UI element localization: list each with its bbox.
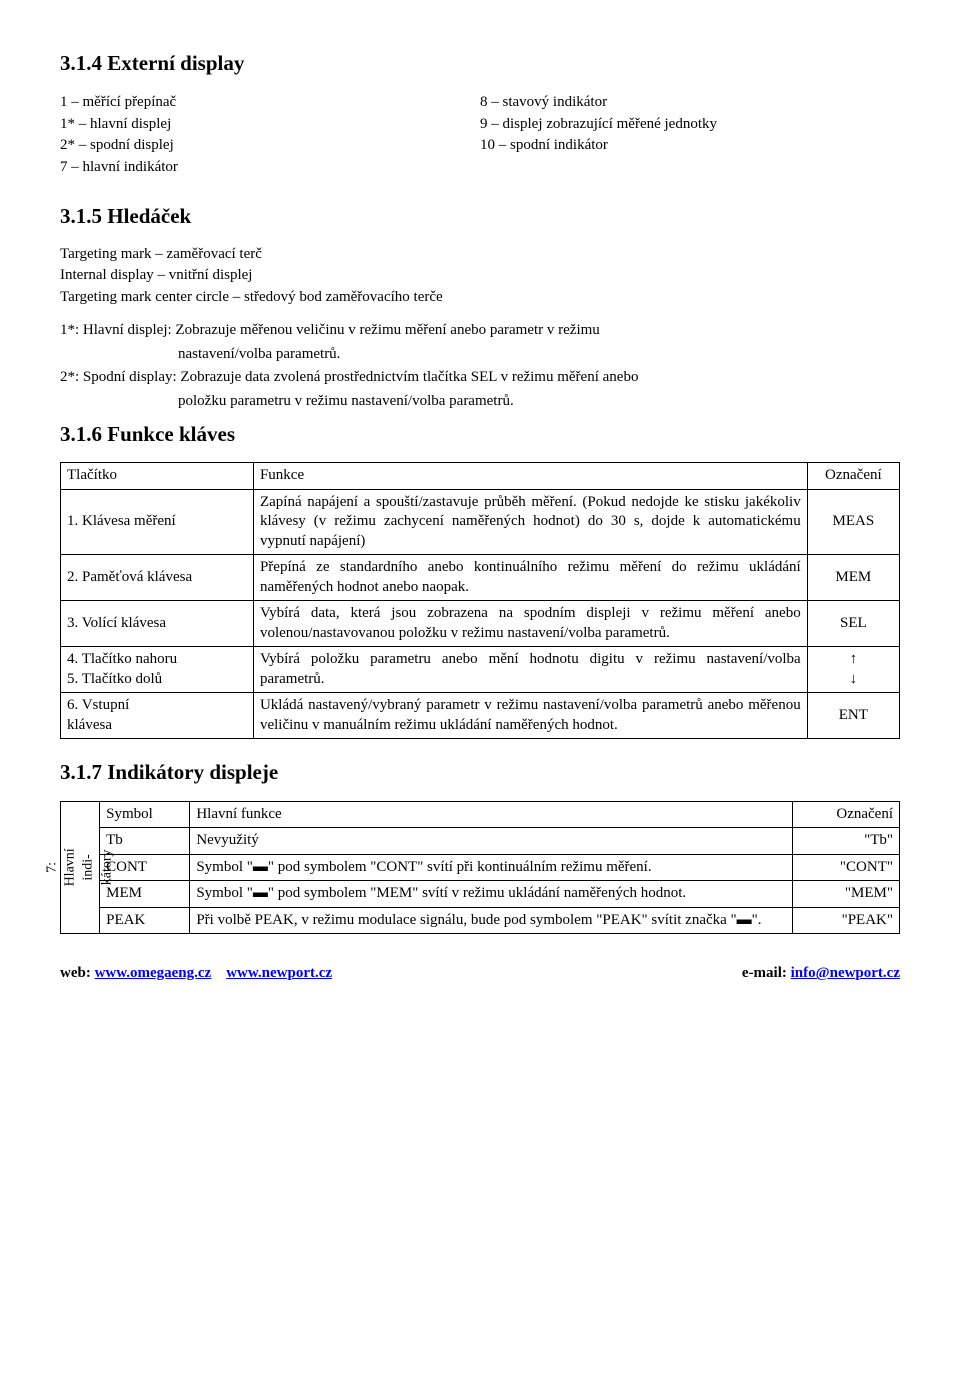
page-footer: web: www.omegaeng.cz www.newport.cz e-ma… [60, 964, 900, 984]
cell-label: ENT [807, 693, 899, 739]
cell-function: Vybírá položku parametru anebo mění hodn… [253, 647, 807, 693]
web-link-2[interactable]: www.newport.cz [226, 965, 332, 981]
cell-symbol: PEAK [100, 907, 190, 934]
legend-item: 1 – měřící přepínač [60, 93, 480, 113]
footer-email: e-mail: info@newport.cz [742, 964, 900, 984]
heading-3-1-5: 3.1.5 Hledáček [60, 203, 900, 230]
table-row: MEM Symbol "▬" pod symbolem "MEM" svítí … [61, 881, 900, 908]
display-legend: 1 – měřící přepínač 1* – hlavní displej … [60, 91, 900, 179]
table-row: PEAK Při volbě PEAK, v režimu modulace s… [61, 907, 900, 934]
cell-button: 4. Tlačítko nahoru 5. Tlačítko dolů [61, 647, 254, 693]
cell-button: 1. Klávesa měření [61, 489, 254, 555]
legend-item: 7 – hlavní indikátor [60, 158, 480, 178]
legend-item: 9 – displej zobrazující měřené jednotky [480, 115, 900, 135]
cell-function: Při volbě PEAK, v režimu modulace signál… [190, 907, 793, 934]
table-row: Tb Nevyužitý "Tb" [61, 828, 900, 855]
table-header: Tlačítko Funkce Označení [61, 463, 900, 490]
cell-label: MEAS [807, 489, 899, 555]
legend-item: 8 – stavový indikátor [480, 93, 900, 113]
th-function: Funkce [253, 463, 807, 490]
definitions: Targeting mark – zaměřovací terč Interna… [60, 245, 900, 308]
table-row: 1. Klávesa měření Zapíná napájení a spou… [61, 489, 900, 555]
footer-web: web: www.omegaeng.cz www.newport.cz [60, 964, 332, 984]
legend-item: 10 – spodní indikátor [480, 136, 900, 156]
heading-3-1-4: 3.1.4 Externí display [60, 50, 900, 77]
definition: Internal display – vnitřní displej [60, 266, 900, 286]
cell-label: "PEAK" [793, 907, 900, 934]
cell-function: Nevyužitý [190, 828, 793, 855]
keys-table: Tlačítko Funkce Označení 1. Klávesa měře… [60, 462, 900, 739]
cell-label: ↑ ↓ [807, 647, 899, 693]
table-row: 4. Tlačítko nahoru 5. Tlačítko dolů Vybí… [61, 647, 900, 693]
th-main-function: Hlavní funkce [190, 801, 793, 828]
cell-function: Přepíná ze standardního anebo kontinuáln… [253, 555, 807, 601]
web-label: web: [60, 965, 95, 981]
th-symbol: Symbol [100, 801, 190, 828]
legend-item: 2* – spodní displej [60, 136, 480, 156]
table-row: 6. Vstupní klávesa Ukládá nastavený/vybr… [61, 693, 900, 739]
cell-function: Symbol "▬" pod symbolem "CONT" svítí při… [190, 854, 793, 881]
cell-function: Vybírá data, která jsou zobrazena na spo… [253, 601, 807, 647]
note-1-cont: nastavení/volba parametrů. [178, 345, 900, 365]
cell-function: Symbol "▬" pod symbolem "MEM" svítí v re… [190, 881, 793, 908]
note-2-cont: položku parametru v režimu nastavení/vol… [178, 392, 900, 412]
email-label: e-mail: [742, 965, 791, 981]
cell-function: Ukládá nastavený/vybraný parametr v reži… [253, 693, 807, 739]
note-1: 1*: Hlavní displej: Zobrazuje měřenou ve… [60, 321, 900, 341]
cell-button: 6. Vstupní klávesa [61, 693, 254, 739]
legend-item: 1* – hlavní displej [60, 115, 480, 135]
th-button: Tlačítko [61, 463, 254, 490]
table-row: 3. Volící klávesa Vybírá data, která jso… [61, 601, 900, 647]
cell-label: "Tb" [793, 828, 900, 855]
cell-label: SEL [807, 601, 899, 647]
heading-3-1-6: 3.1.6 Funkce kláves [60, 421, 900, 448]
indicators-table: 7: Hlavní indi- kátory Symbol Hlavní fun… [60, 801, 900, 935]
cell-label: "CONT" [793, 854, 900, 881]
definition: Targeting mark – zaměřovací terč [60, 245, 900, 265]
cell-label: "MEM" [793, 881, 900, 908]
email-link[interactable]: info@newport.cz [791, 965, 900, 981]
cell-button: 2. Paměťová klávesa [61, 555, 254, 601]
web-link-1[interactable]: www.omegaeng.cz [95, 965, 212, 981]
heading-3-1-7: 3.1.7 Indikátory displeje [60, 759, 900, 786]
cell-label: MEM [807, 555, 899, 601]
table-row: CONT Symbol "▬" pod symbolem "CONT" svít… [61, 854, 900, 881]
rot-label: 7: Hlavní indi- kátory [44, 848, 117, 886]
cell-button: 3. Volící klávesa [61, 601, 254, 647]
definition: Targeting mark center circle – středový … [60, 288, 900, 308]
th-label: Označení [807, 463, 899, 490]
table-header: 7: Hlavní indi- kátory Symbol Hlavní fun… [61, 801, 900, 828]
note-2: 2*: Spodní display: Zobrazuje data zvole… [60, 368, 900, 388]
table-row: 2. Paměťová klávesa Přepíná ze standardn… [61, 555, 900, 601]
cell-function: Zapíná napájení a spouští/zastavuje průb… [253, 489, 807, 555]
th-label: Označení [793, 801, 900, 828]
rot-header: 7: Hlavní indi- kátory [61, 801, 100, 934]
